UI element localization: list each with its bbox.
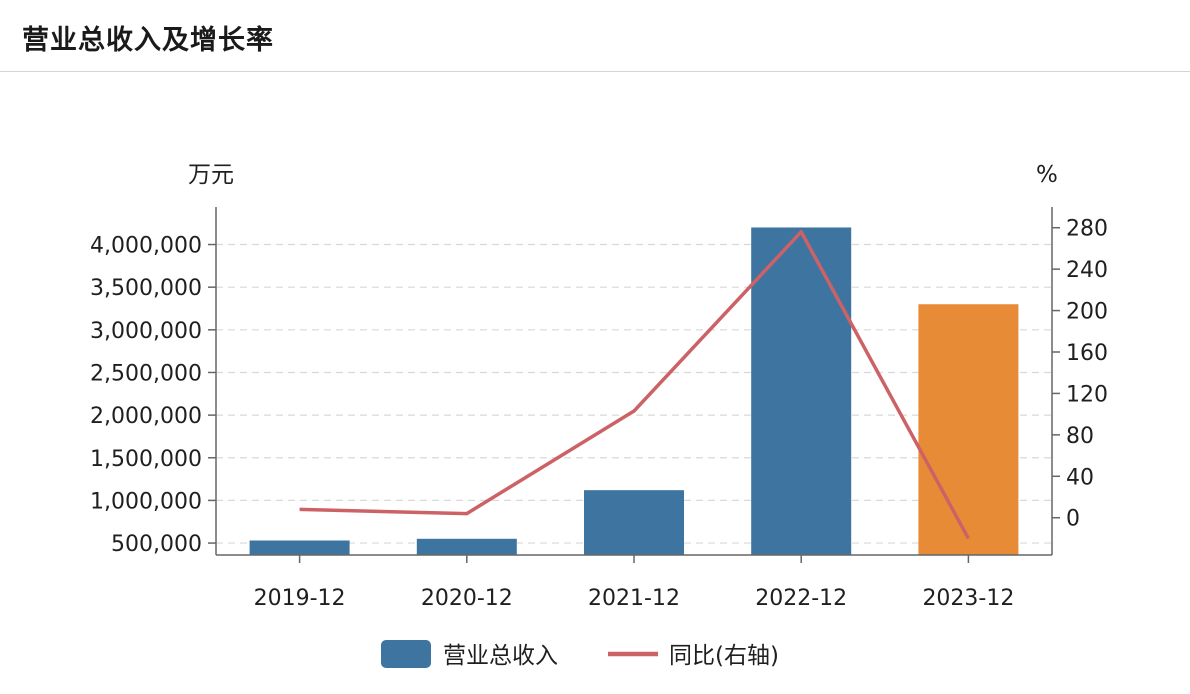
right-tick-label: 240 xyxy=(1066,258,1108,283)
x-tick-label: 2019-12 xyxy=(254,586,346,611)
left-tick-label: 1,000,000 xyxy=(90,489,202,514)
axes: 500,000 1,000,000 1,500,000 2,000,000 2,500,… xyxy=(90,207,1108,611)
left-tick-label: 3,000,000 xyxy=(90,319,202,344)
bar-2020-12 xyxy=(416,538,517,555)
right-tick-label: 120 xyxy=(1066,382,1108,407)
right-tick-label: 0 xyxy=(1066,507,1080,532)
x-tick-label: 2021-12 xyxy=(588,586,680,611)
legend: 营业总收入 同比(右轴) xyxy=(381,640,779,669)
chart-title: 营业总收入及增长率 xyxy=(22,25,274,56)
left-tick-label: 2,500,000 xyxy=(90,361,202,386)
bar-2023-12 xyxy=(918,304,1019,555)
bar-2021-12 xyxy=(584,490,684,555)
chart-header: 营业总收入及增长率 xyxy=(0,0,1190,72)
right-axis-unit: % xyxy=(1036,162,1058,188)
right-tick-label: 160 xyxy=(1066,341,1108,366)
left-tick-label: 3,500,000 xyxy=(90,276,202,301)
legend-bar-label: 营业总收入 xyxy=(443,643,558,669)
right-tick-label: 280 xyxy=(1066,217,1108,242)
line-series xyxy=(299,230,970,540)
left-tick-label: 1,500,000 xyxy=(90,447,202,472)
x-tick-label: 2023-12 xyxy=(922,586,1014,611)
bar-2019-12 xyxy=(249,540,350,555)
legend-bar-swatch xyxy=(381,640,431,668)
bar-2022-12 xyxy=(751,227,852,555)
right-tick-label: 200 xyxy=(1066,300,1108,325)
bar-series xyxy=(249,227,1019,555)
left-tick-label: 4,000,000 xyxy=(90,234,202,259)
left-tick-label: 2,000,000 xyxy=(90,404,202,429)
right-tick-label: 80 xyxy=(1066,424,1094,449)
left-tick-label: 500,000 xyxy=(111,532,202,557)
x-tick-label: 2022-12 xyxy=(755,586,847,611)
x-tick-label: 2020-12 xyxy=(421,586,513,611)
legend-line-label: 同比(右轴) xyxy=(669,643,779,669)
right-tick-label: 40 xyxy=(1066,465,1094,490)
left-axis-unit: 万元 xyxy=(188,162,234,188)
grid-lines xyxy=(216,243,1052,544)
